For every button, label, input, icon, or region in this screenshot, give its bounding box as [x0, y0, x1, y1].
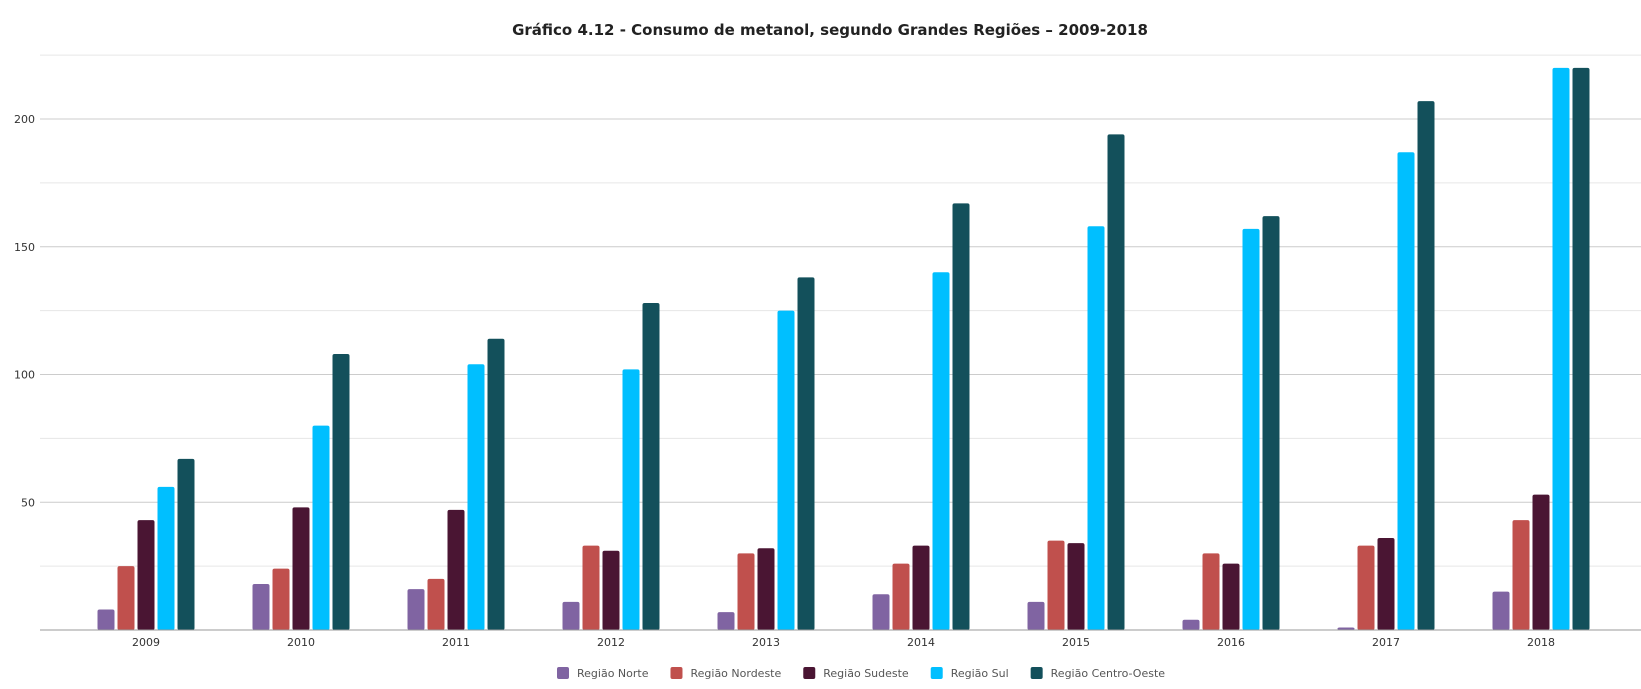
x-tick-label: 2014	[907, 636, 935, 649]
bar	[1262, 216, 1280, 630]
bar	[292, 507, 310, 630]
bar	[1047, 540, 1065, 630]
y-tick-label: 50	[21, 496, 35, 509]
chart-title: Gráfico 4.12 - Consumo de metanol, segun…	[512, 21, 1148, 39]
bar	[97, 609, 115, 630]
bar	[487, 338, 505, 630]
bar	[642, 302, 660, 630]
bar	[1182, 619, 1200, 630]
bar	[252, 584, 270, 630]
bar	[777, 310, 795, 630]
x-tick-label: 2012	[597, 636, 625, 649]
y-tick-label: 100	[14, 369, 35, 382]
bar	[1242, 228, 1260, 631]
bar	[1337, 627, 1355, 630]
legend-label: Região Sudeste	[823, 667, 909, 680]
bar	[1397, 152, 1415, 630]
y-axis-ticks: 50 100 150 200	[14, 113, 35, 509]
x-tick-label: 2016	[1217, 636, 1245, 649]
bar	[467, 364, 485, 630]
x-tick-label: 2013	[752, 636, 780, 649]
legend-label: Região Centro-Oeste	[1051, 667, 1166, 680]
x-tick-label: 2010	[287, 636, 315, 649]
bar	[1377, 538, 1395, 630]
bar	[1512, 520, 1530, 630]
bar	[1087, 226, 1105, 630]
legend-label: Região Nordeste	[690, 667, 781, 680]
bar	[1417, 101, 1435, 631]
bar	[562, 601, 580, 630]
y-tick-label: 150	[14, 241, 35, 254]
x-axis-ticks: 2009 2010 2011 2012 2013 2014 2015 2016 2017 2018	[132, 636, 1555, 649]
bar	[157, 486, 175, 630]
bar	[1357, 545, 1375, 630]
bar	[272, 568, 290, 630]
grid	[40, 54, 1641, 567]
bar	[1202, 553, 1220, 630]
x-tick-label: 2009	[132, 636, 160, 649]
x-tick-label: 2015	[1062, 636, 1090, 649]
bar	[797, 277, 815, 630]
legend-label: Região Sul	[951, 667, 1009, 680]
y-tick-label: 200	[14, 113, 35, 126]
bar	[602, 550, 620, 630]
legend-swatch	[803, 667, 816, 679]
bar	[427, 578, 445, 630]
x-tick-label: 2018	[1527, 636, 1555, 649]
legend-swatch	[670, 667, 683, 679]
bar	[1572, 67, 1590, 630]
bar	[407, 589, 425, 630]
bar	[582, 545, 600, 630]
bar	[332, 354, 350, 630]
bar	[1492, 591, 1510, 630]
bar	[1107, 134, 1125, 630]
bar	[1067, 543, 1085, 630]
bar	[137, 520, 155, 630]
legend-label: Região Norte	[577, 667, 649, 680]
bar	[117, 566, 135, 630]
bar	[312, 425, 330, 630]
bar	[737, 553, 755, 630]
x-tick-label: 2011	[442, 636, 470, 649]
bar	[177, 458, 195, 630]
bar	[1532, 494, 1550, 630]
bar	[622, 369, 640, 630]
bar	[447, 509, 465, 630]
x-tick-label: 2017	[1372, 636, 1400, 649]
legend-swatch	[557, 667, 569, 679]
bar	[952, 203, 970, 630]
bar	[932, 272, 950, 630]
bar	[1222, 563, 1240, 630]
bar	[912, 545, 930, 630]
bar	[872, 594, 890, 630]
legend-swatch	[1030, 667, 1043, 679]
legend-swatch	[930, 667, 943, 679]
bar	[1552, 67, 1570, 630]
legend: Região Norte Região Nordeste Região Sudest…	[557, 667, 1165, 680]
bar	[1027, 601, 1045, 630]
bar	[892, 563, 910, 630]
bars	[97, 67, 1590, 631]
bar	[717, 612, 735, 630]
bar	[757, 548, 775, 630]
